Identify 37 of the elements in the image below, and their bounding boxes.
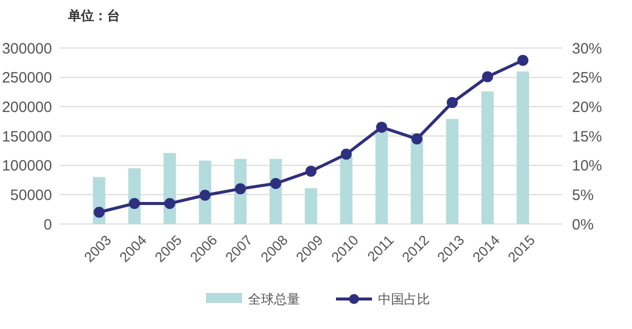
y-tick-label: 150000 [2,128,52,146]
bar [410,133,424,224]
point [482,71,494,82]
point [376,122,388,133]
bar [446,118,458,224]
point [128,198,140,209]
bar [304,188,318,224]
bar [375,130,388,224]
y2-tick-label: 0% [572,216,594,234]
bar [481,91,494,224]
bar [516,71,530,224]
point [411,133,422,144]
y2-tick-label: 5% [572,186,594,204]
y-tick-label: 50000 [10,186,52,204]
y-tick-label: 200000 [2,98,52,116]
y2-tick-label: 20% [572,98,602,116]
y2-tick-label: 15% [572,128,602,146]
y-tick-label: 300000 [2,40,52,58]
point [446,97,458,108]
point [517,54,528,66]
point [164,198,176,209]
point [200,190,211,201]
y-axis-title: 单位：台 [67,8,120,23]
legend-label: 全球总量 [248,292,300,307]
point [340,148,352,160]
y2-tick-label: 25% [572,70,602,87]
y2-tick-label: 30% [572,40,602,58]
y-tick-label: 100000 [2,158,52,175]
y-tick-label: 0 [44,216,52,234]
point [94,206,105,218]
bar [340,156,352,224]
y2-tick-label: 10% [572,158,602,175]
legend-label: 中国占比 [378,292,430,307]
point [270,178,282,190]
point [306,166,316,177]
point [234,183,246,194]
y-tick-label: 250000 [2,70,52,87]
